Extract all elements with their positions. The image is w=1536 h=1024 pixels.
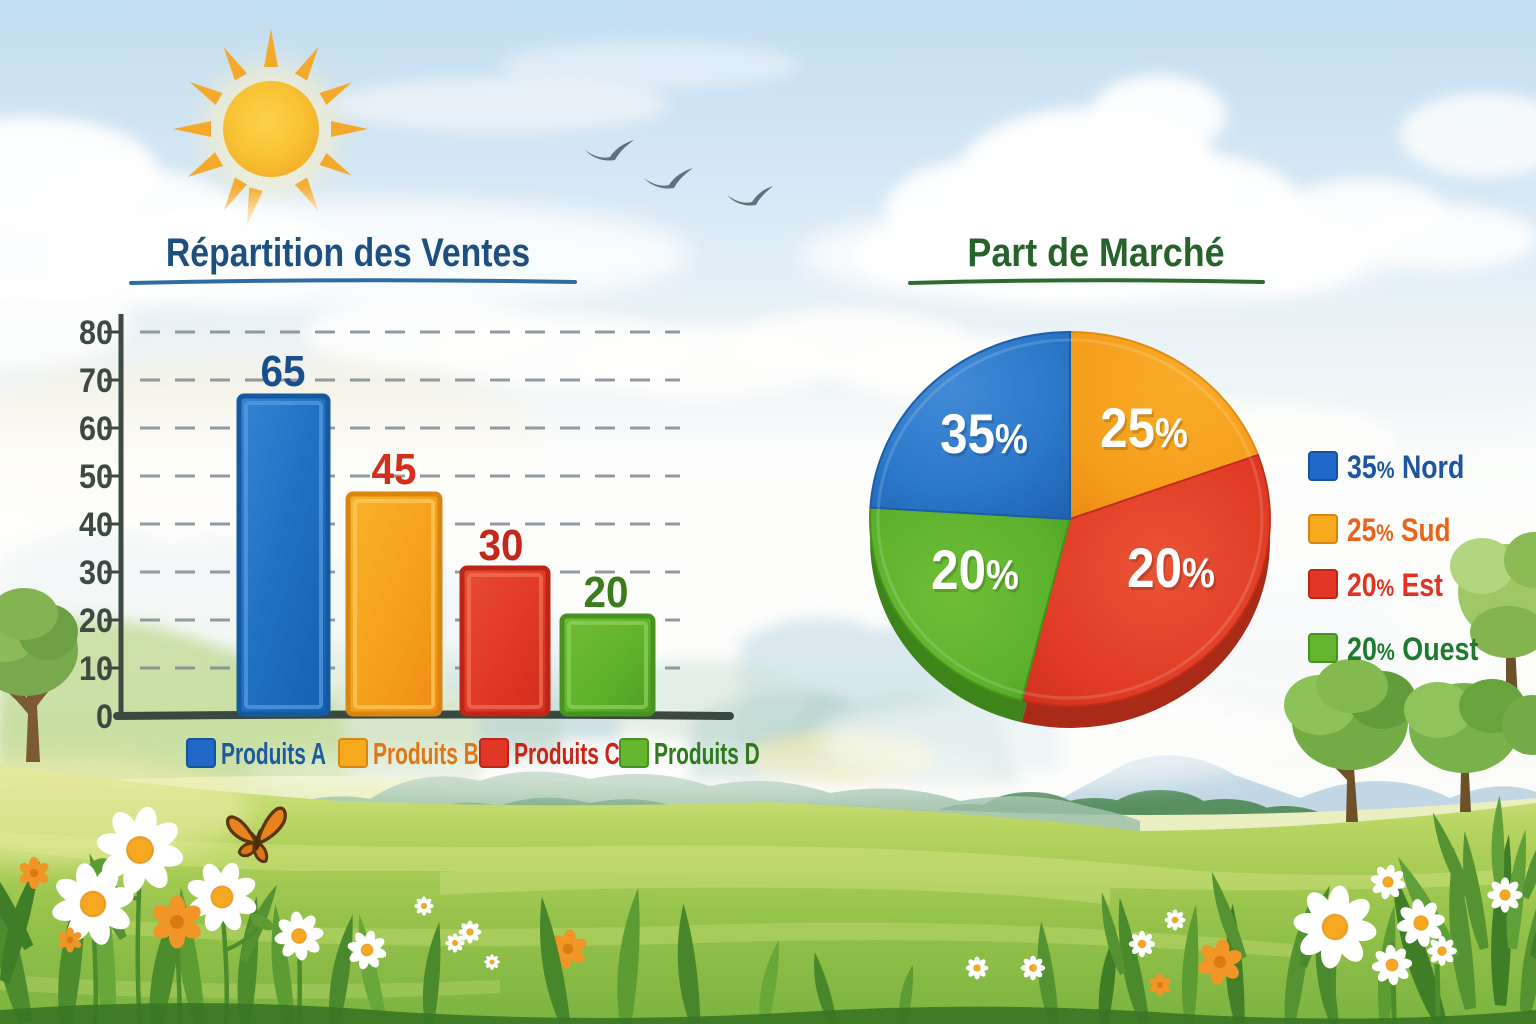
- svg-text:Produits C: Produits C: [514, 736, 620, 771]
- svg-text:65: 65: [260, 346, 305, 395]
- svg-text:30: 30: [478, 520, 523, 569]
- svg-text:20% Est: 20% Est: [1347, 568, 1443, 604]
- svg-text:Produits D: Produits D: [654, 736, 760, 771]
- svg-text:Part de Marché: Part de Marché: [967, 231, 1224, 275]
- svg-text:20: 20: [79, 602, 113, 640]
- svg-text:45: 45: [371, 444, 416, 493]
- svg-text:40: 40: [79, 506, 113, 544]
- svg-text:20: 20: [583, 567, 628, 616]
- svg-text:Répartition des Ventes: Répartition des Ventes: [166, 229, 530, 274]
- svg-text:20%: 20%: [1129, 540, 1217, 603]
- svg-text:20% Ouest: 20% Ouest: [1347, 632, 1479, 668]
- svg-text:60: 60: [79, 410, 113, 448]
- svg-text:70: 70: [79, 362, 113, 400]
- svg-text:50: 50: [79, 458, 113, 496]
- svg-text:0: 0: [96, 698, 113, 736]
- svg-text:Produits B: Produits B: [373, 736, 479, 771]
- svg-text:35% Nord: 35% Nord: [1347, 450, 1464, 486]
- svg-text:Produits A: Produits A: [221, 736, 326, 771]
- svg-text:30: 30: [79, 554, 113, 592]
- svg-text:80: 80: [79, 314, 113, 352]
- svg-text:25% Sud: 25% Sud: [1347, 514, 1451, 549]
- svg-text:10: 10: [79, 650, 113, 688]
- svg-text:25%: 25%: [1100, 397, 1188, 460]
